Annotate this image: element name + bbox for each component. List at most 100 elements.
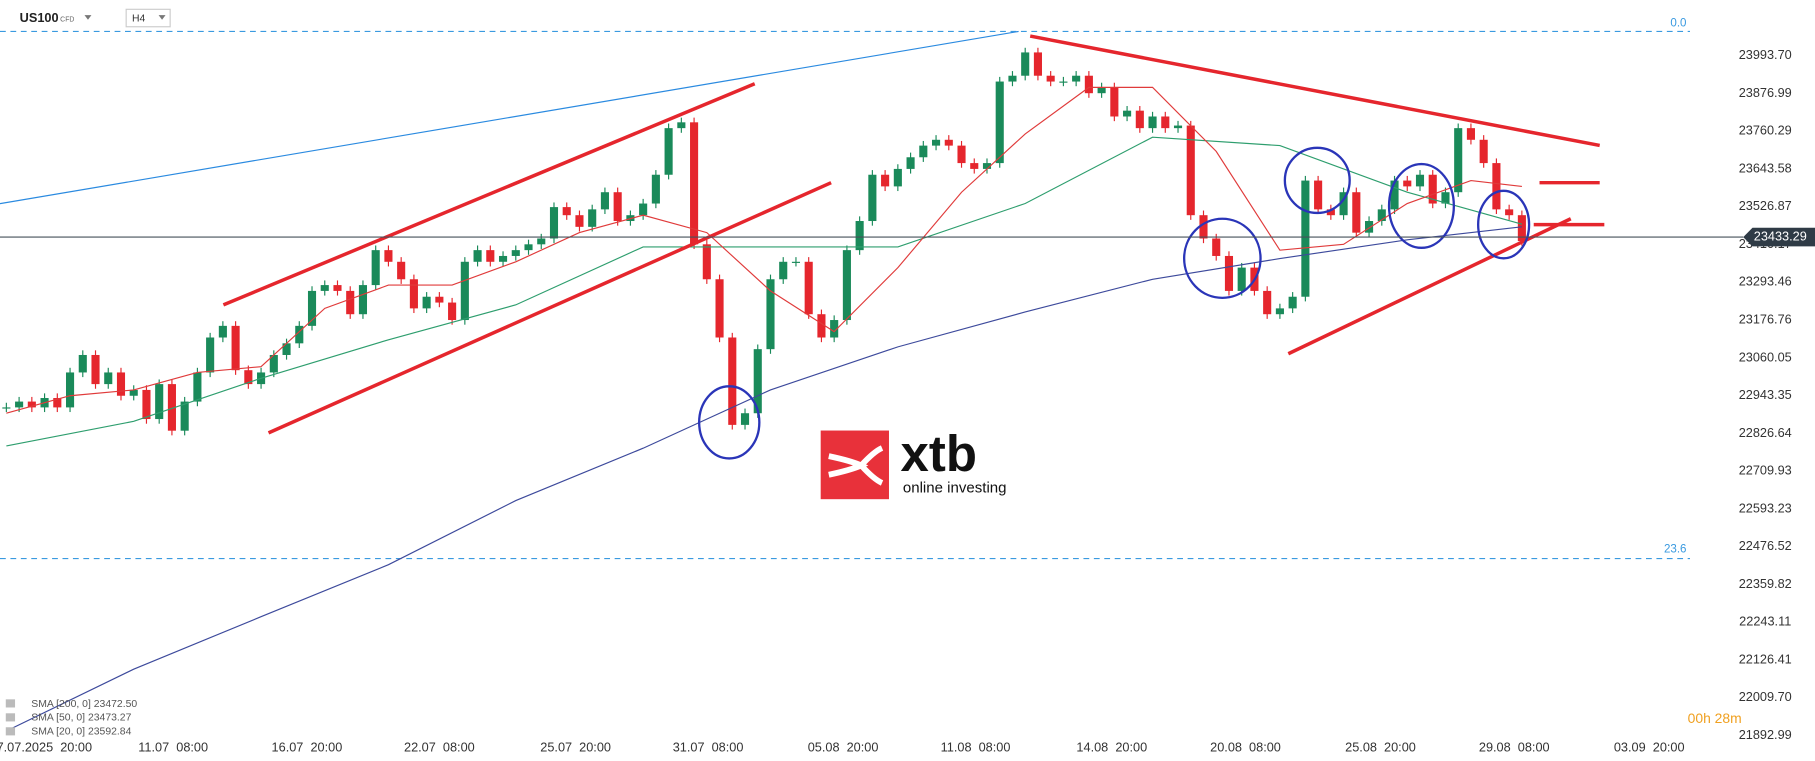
candle [1199,215,1208,239]
axes: SMA [200, 0] 23472.50 SMA [50, 0] 23473.2… [0,47,1815,755]
candle [1390,180,1399,210]
candle [728,337,737,425]
candle [422,296,431,309]
y-tick-label: 23993.70 [1739,47,1792,62]
candle [448,302,457,321]
legend-icon [5,699,16,708]
x-tick-label: 25.07 20:00 [540,740,611,755]
candle [740,413,750,425]
candle [1454,128,1463,193]
candle [855,221,864,251]
watermark: xtb online investing [820,425,1007,500]
candle [409,279,418,309]
candle [906,157,915,169]
candle [1505,209,1514,216]
candle [142,389,151,420]
y-tick-label: 22826.64 [1739,425,1792,440]
candle [1479,139,1488,164]
candle [1033,52,1042,76]
candle [486,250,495,262]
y-tick-label: 22593.23 [1739,500,1792,515]
candle [1466,128,1475,140]
candle [1441,192,1450,204]
candle [677,122,686,129]
candle [180,401,189,431]
candle [690,122,699,245]
candle [1352,192,1361,233]
candle [1059,81,1068,83]
dropdown-arrow[interactable] [158,15,166,20]
candle [371,250,380,286]
candle [842,250,851,321]
candle [1492,163,1501,210]
candle [27,401,36,408]
x-tick-label: 25.08 20:00 [1345,740,1416,755]
x-tick-label: 07.07.2025 20:00 [0,740,92,755]
candle [320,285,329,291]
candle [1415,174,1425,187]
candle [15,401,24,408]
candle [1110,87,1119,117]
y-tick-label: 23760.29 [1739,123,1792,138]
candle [575,215,584,227]
legend-entry: SMA [20, 0] 23592.84 [31,727,131,738]
trend-line [1029,34,1601,148]
y-tick-label: 23526.87 [1739,198,1792,213]
candle [218,325,227,338]
candle [1161,116,1170,129]
candle [167,384,176,431]
current-price-box [1743,227,1815,247]
candle [511,250,520,256]
candle [473,250,482,262]
symbol[interactable]: US100 [20,10,59,25]
candle [970,163,979,169]
dropdown-arrow[interactable] [84,15,92,20]
candle [1301,180,1310,297]
y-tick-label: 23643.58 [1739,160,1792,175]
candle [193,372,202,402]
sma-line [6,226,1522,732]
x-tick-label: 22.07 08:00 [404,740,475,755]
candle [65,372,75,408]
highlight-circle [1182,217,1262,300]
candle [562,207,571,216]
fib-label: 0.0 [1670,16,1686,29]
candle [346,290,355,315]
candle [1135,110,1144,129]
candle [1186,125,1195,216]
candle [1224,255,1234,291]
candle [435,296,444,303]
candle [766,279,775,350]
logo-mark [828,445,884,486]
timeframe[interactable]: H4 [132,13,146,24]
x-tick-label: 05.08 20:00 [808,740,879,755]
trend-line [267,181,832,435]
trend-line [0,30,1019,205]
candle [1097,87,1106,94]
candle-timer: 00h 28m [1688,710,1742,726]
candle [78,354,87,373]
candle [830,320,839,338]
candle [881,174,890,187]
candle [919,145,928,158]
candle [549,207,559,239]
candle [104,372,113,385]
logo-brand: xtb [901,425,977,482]
candle [1123,110,1132,117]
candle [537,238,546,245]
x-tick-label: 29.08 08:00 [1479,740,1550,755]
candle [651,174,660,204]
candle [944,139,953,146]
y-tick-label: 23060.05 [1739,349,1792,364]
candle [244,370,253,385]
candle [1365,221,1374,233]
plot-area [2,47,1526,732]
sma-line [6,136,1523,447]
candle [269,354,278,373]
timeframe-box[interactable] [125,8,171,28]
highlight-circle [1387,162,1456,250]
candle [1339,192,1348,216]
candle [384,250,393,262]
candle [1326,209,1335,216]
